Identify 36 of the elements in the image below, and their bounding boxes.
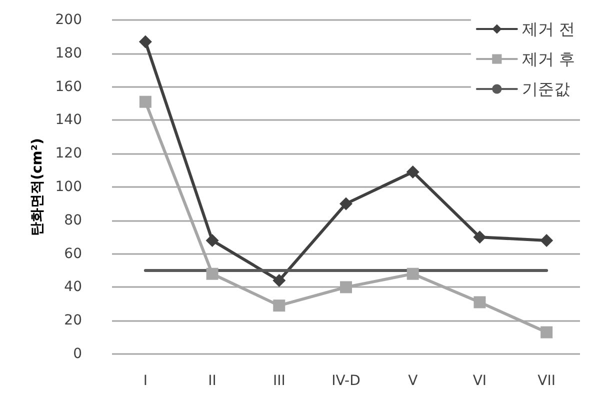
point (206, 234, 219, 247)
x-tick-label: III (272, 373, 286, 389)
point (406, 165, 420, 178)
y-axis-title: 탄화면적(cm²) (29, 138, 46, 236)
y-tick-label: 180 (55, 45, 82, 62)
y-tick-label: 40 (64, 279, 82, 296)
point (138, 35, 152, 48)
y-tick-label: 120 (55, 146, 82, 162)
point (340, 281, 352, 294)
point (474, 296, 486, 308)
point (406, 268, 419, 280)
x-tick-label: IV-D (332, 373, 360, 389)
x-tick-label: VI (472, 373, 487, 389)
x-tick-label: VII (538, 373, 556, 389)
y-tick-label: 0 (73, 346, 82, 362)
point (273, 300, 286, 312)
legend-label: 기준값 (522, 80, 570, 98)
point (540, 234, 554, 247)
x-tick-label: V (408, 373, 418, 389)
y-tick-label: 140 (55, 112, 82, 128)
y-tick-label: 160 (55, 78, 82, 95)
point (540, 326, 553, 338)
y-tick-label: 60 (64, 246, 82, 262)
point (139, 96, 152, 108)
point (340, 197, 352, 210)
point (473, 230, 486, 244)
x-tick-label: I (143, 373, 148, 389)
legend-label: 제거 전 (522, 20, 576, 38)
y-tick-label: 80 (64, 212, 82, 228)
legend-label: 제거 후 (522, 50, 576, 68)
point (272, 274, 286, 288)
point (206, 268, 218, 280)
y-tick-label: 100 (55, 179, 82, 195)
x-tick-label: II (208, 373, 216, 389)
y-tick-label: 20 (64, 312, 82, 329)
y-tick-label: 200 (55, 12, 82, 28)
